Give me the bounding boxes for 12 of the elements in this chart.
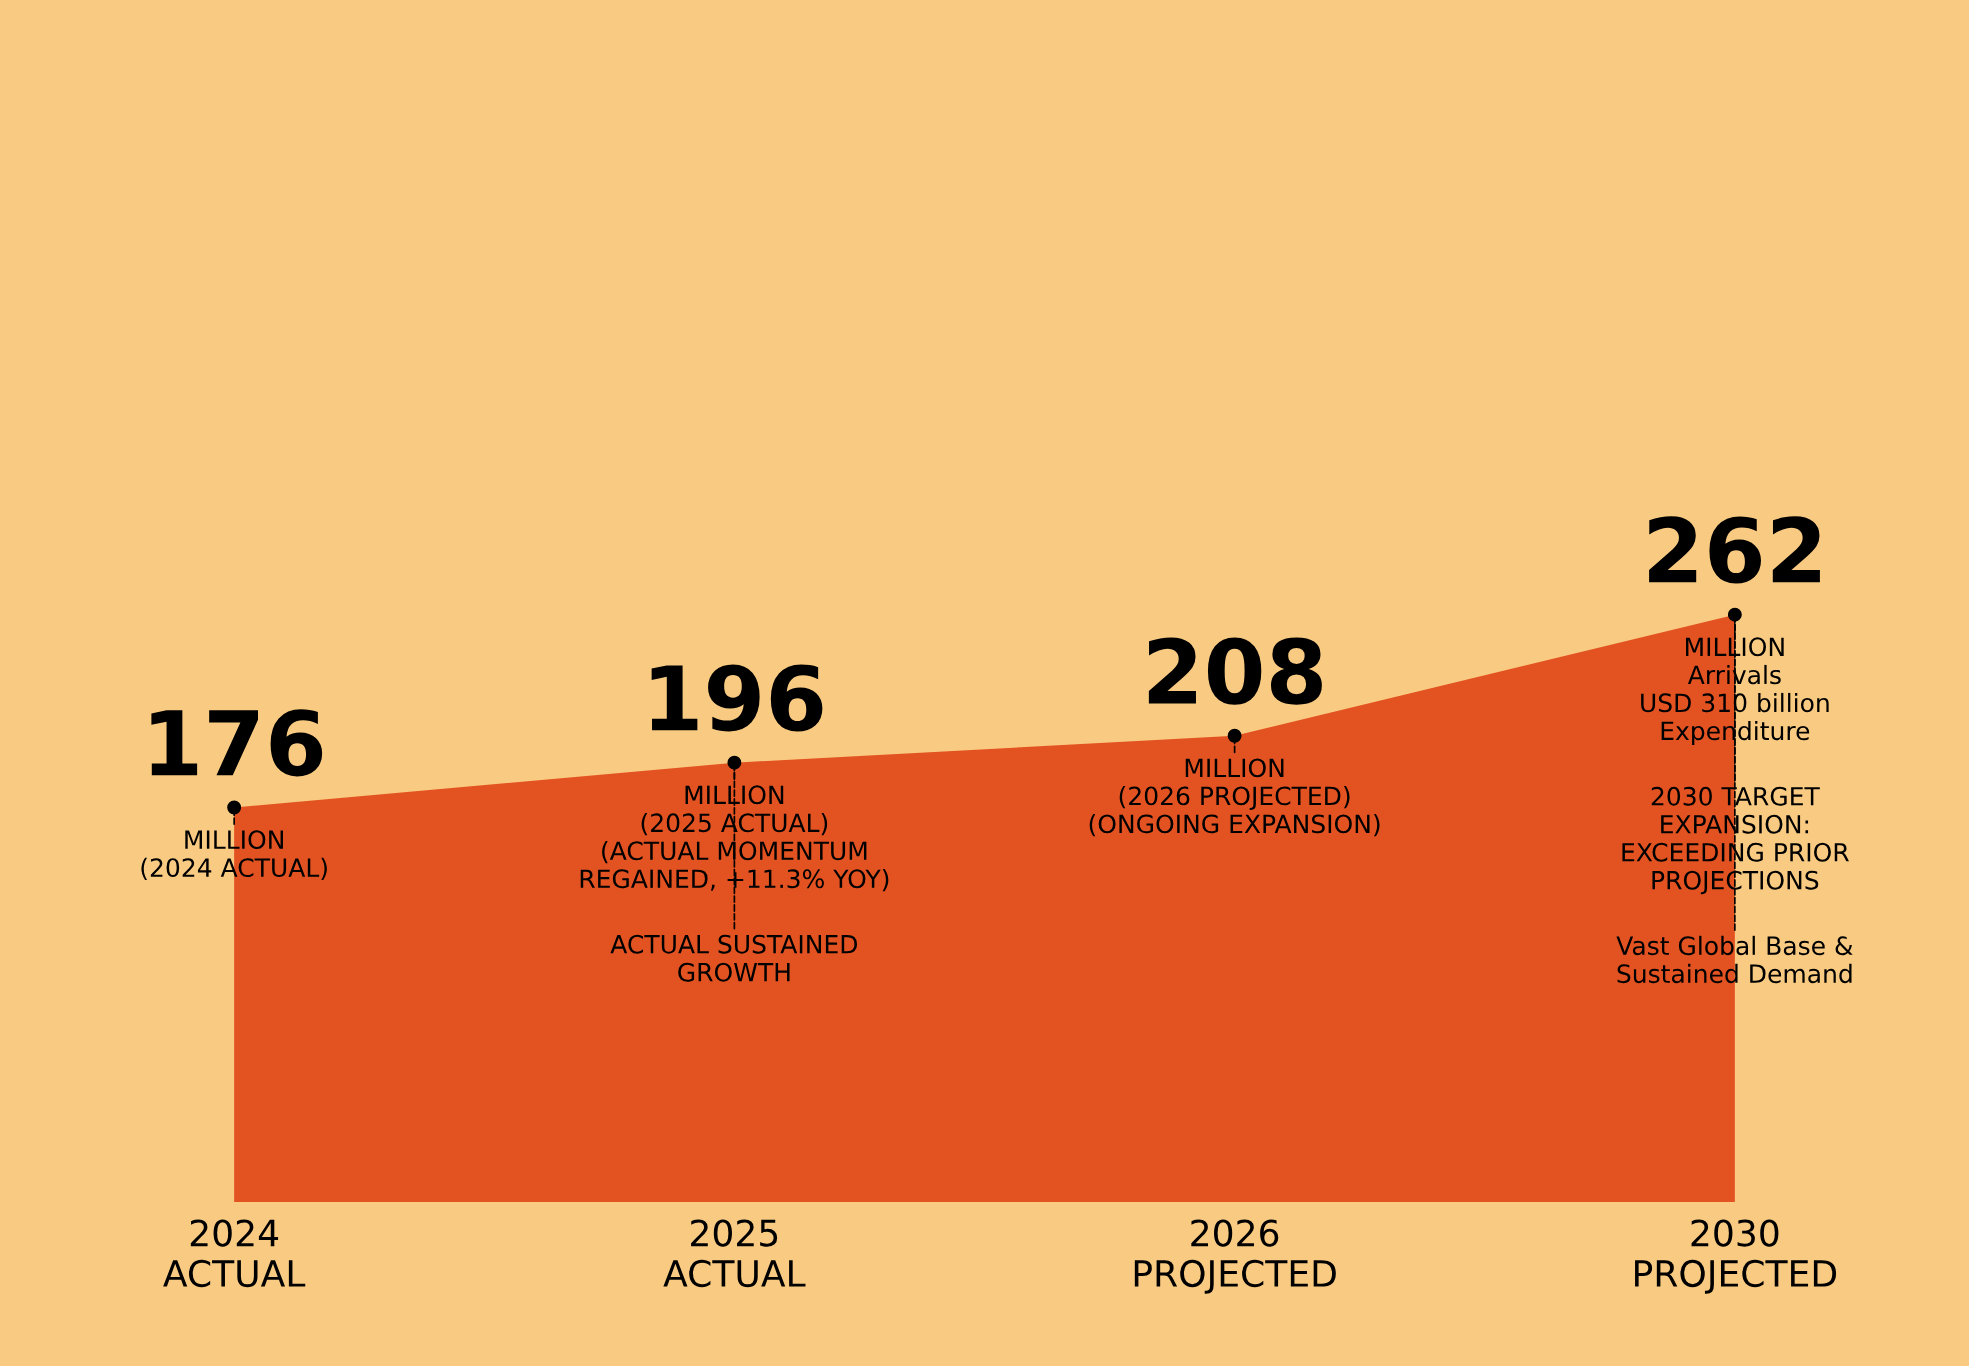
annotation: ACTUAL SUSTAINED GROWTH bbox=[610, 934, 858, 982]
annotation: MILLION (2024 ACTUAL) bbox=[141, 830, 327, 881]
x-tick-label: 2025 ACTUAL bbox=[663, 1219, 806, 1288]
data-label: 208 bbox=[1148, 637, 1322, 705]
x-tick-label: 2030 PROJECTED bbox=[1635, 1219, 1837, 1294]
x-tick-label: 2026 PROJECTED bbox=[1134, 1219, 1336, 1294]
data-label: 176 bbox=[151, 709, 323, 777]
annotation: Vast Global Base & Sustained Demand bbox=[1616, 935, 1853, 984]
data-label: 196 bbox=[651, 664, 823, 732]
annotation: MILLION (2026 PROJECTED) (ONGOING EXPANSION) bbox=[1089, 758, 1380, 837]
data-label: 262 bbox=[1649, 516, 1820, 584]
x-tick-label: 2024 ACTUAL bbox=[163, 1219, 306, 1288]
